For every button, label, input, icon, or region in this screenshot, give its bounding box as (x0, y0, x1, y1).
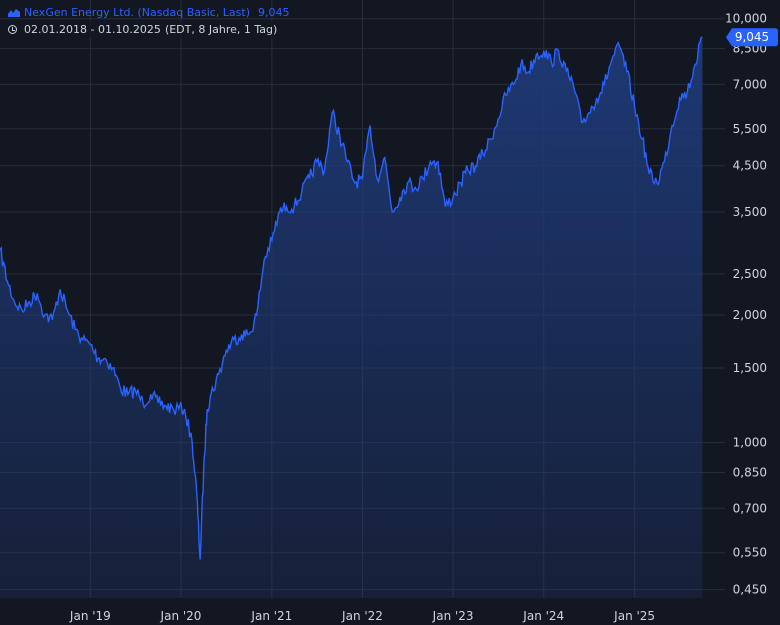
y-tick-label: 0,700 (733, 501, 767, 515)
legend-title: NexGen Energy Ltd. (Nasdaq Basic, Last) (24, 6, 251, 19)
y-tick-label: 1,500 (733, 361, 767, 375)
price-area (0, 37, 703, 598)
y-tick-label: 2,000 (733, 308, 767, 322)
y-tick-label: 1,000 (733, 436, 767, 450)
y-tick-label: 3,500 (733, 205, 767, 219)
x-tick-label: Jan '22 (341, 609, 383, 623)
legend-last-value: 9,045 (258, 6, 290, 19)
y-tick-label: 2,500 (733, 267, 767, 281)
price-line (0, 36, 703, 560)
clock-icon (8, 25, 17, 34)
y-tick-label: 0,850 (733, 466, 767, 480)
last-price-marker (726, 28, 778, 47)
x-tick-label: Jan '19 (69, 609, 111, 623)
y-tick-label: 4,500 (733, 159, 767, 173)
x-tick-label: Jan '25 (613, 609, 655, 623)
y-tick-label: 7,000 (733, 77, 767, 91)
legend-range-row: 02.01.2018 - 01.10.2025 (EDT, 8 Jahre, 1… (4, 21, 294, 38)
chart-legend: NexGen Energy Ltd. (Nasdaq Basic, Last) … (4, 4, 294, 38)
y-axis: 10,0008,5007,0005,5004,5003,5002,5002,00… (725, 12, 767, 597)
legend-range-note: (EDT, 8 Jahre, 1 Tag) (164, 23, 278, 36)
x-axis: Jan '19 Jan '20 Jan '21 Jan '22 Jan '23 Jan '… (69, 609, 655, 623)
legend-date-range: 02.01.2018 - 01.10.2025 (24, 23, 161, 36)
legend-title-row[interactable]: NexGen Energy Ltd. (Nasdaq Basic, Last) … (4, 4, 294, 21)
area-chart-icon (8, 9, 20, 17)
y-tick-label: 0,550 (733, 546, 767, 560)
x-tick-label: Jan '21 (250, 609, 292, 623)
last-price-label: 9,045 (735, 30, 769, 44)
y-tick-label: 0,450 (733, 583, 767, 597)
y-tick-label: 5,500 (733, 122, 767, 136)
x-tick-label: Jan '20 (160, 609, 202, 623)
x-tick-label: Jan '24 (522, 609, 564, 623)
y-tick-label: 10,000 (725, 12, 767, 26)
last-price-badge: 9,045 (726, 28, 778, 47)
x-tick-label: Jan '23 (432, 609, 474, 623)
